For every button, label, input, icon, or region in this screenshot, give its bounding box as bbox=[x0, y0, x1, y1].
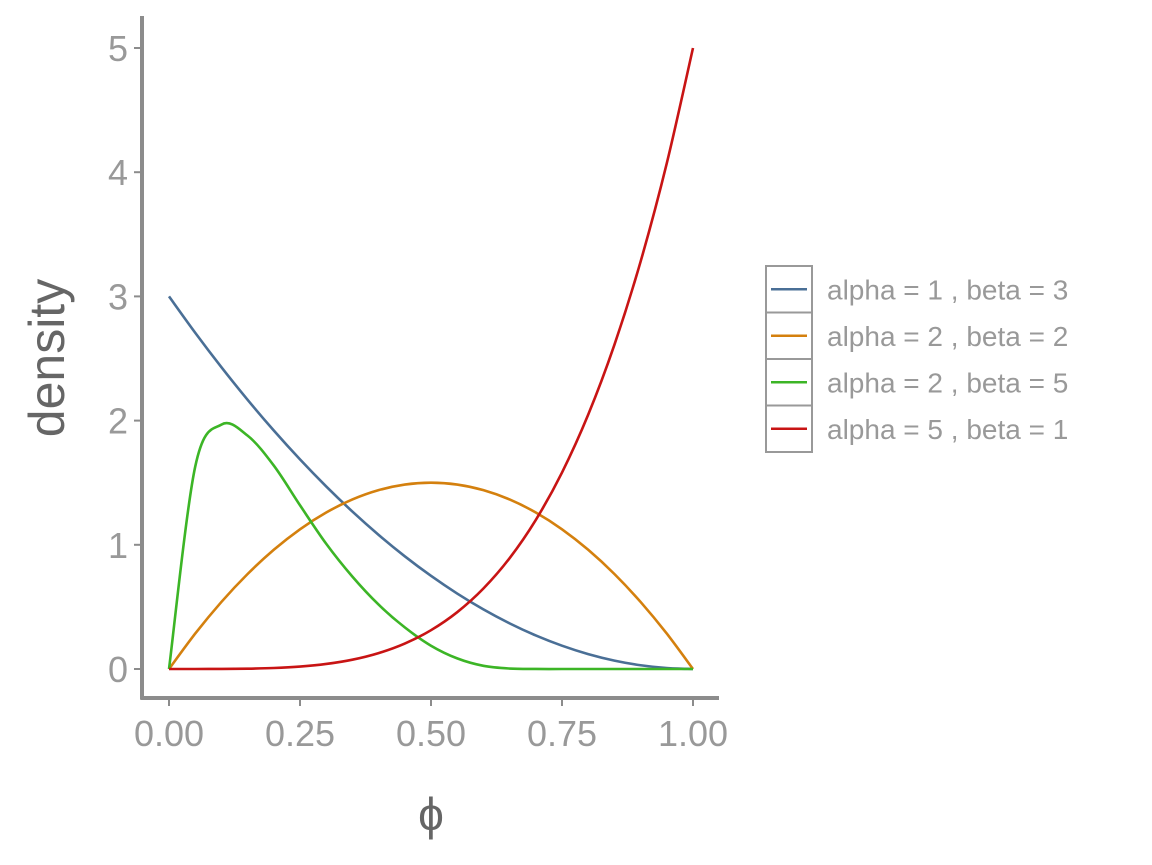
legend-label: alpha = 1 , beta = 3 bbox=[827, 274, 1068, 305]
x-tick-label: 0.75 bbox=[527, 713, 597, 754]
x-tick-label: 0.00 bbox=[134, 713, 204, 754]
legend: alpha = 1 , beta = 3 alpha = 2 , beta = 2… bbox=[765, 265, 1068, 453]
legend-label: alpha = 2 , beta = 2 bbox=[827, 321, 1068, 352]
x-tick-label: 0.25 bbox=[265, 713, 335, 754]
y-tick-label: 2 bbox=[108, 401, 128, 442]
y-tick-label: 4 bbox=[108, 152, 128, 193]
plot-area bbox=[167, 47, 695, 671]
y-tick-label: 0 bbox=[108, 649, 128, 690]
axes: 0 1 2 3 4 5 0.00 0.25 0.50 0.75 1.00 ϕ density bbox=[19, 16, 728, 840]
y-axis-title: density bbox=[19, 279, 75, 437]
x-tick-label: 0.50 bbox=[396, 713, 466, 754]
series-line-2 bbox=[167, 481, 695, 670]
series-line-1 bbox=[167, 295, 694, 671]
y-tick-label: 5 bbox=[108, 28, 128, 69]
legend-label: alpha = 2 , beta = 5 bbox=[827, 367, 1068, 398]
x-axis-title: ϕ bbox=[418, 788, 444, 840]
y-tick-label: 1 bbox=[108, 525, 128, 566]
x-tick-label: 1.00 bbox=[658, 713, 728, 754]
series-line-3 bbox=[167, 421, 693, 671]
legend-label: alpha = 5 , beta = 1 bbox=[827, 414, 1068, 445]
y-tick-label: 3 bbox=[108, 276, 128, 317]
series-line-4 bbox=[168, 47, 695, 671]
